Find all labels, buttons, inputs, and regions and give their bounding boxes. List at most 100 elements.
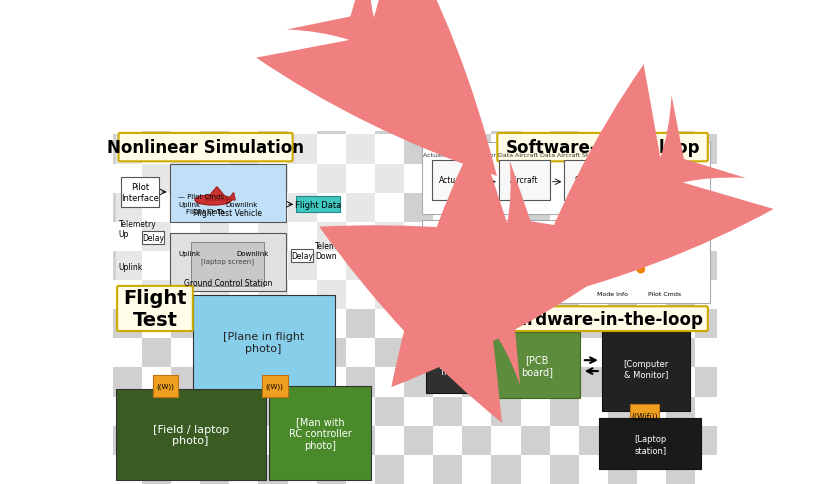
FancyBboxPatch shape bbox=[121, 177, 159, 208]
Bar bbox=[608, 339, 637, 368]
Bar bbox=[462, 339, 491, 368]
Text: Downlink: Downlink bbox=[237, 250, 269, 256]
Bar bbox=[520, 251, 549, 280]
Bar bbox=[549, 426, 579, 455]
Bar bbox=[579, 280, 608, 310]
Bar bbox=[142, 339, 171, 368]
Bar bbox=[258, 368, 287, 397]
FancyBboxPatch shape bbox=[493, 333, 580, 398]
Bar bbox=[317, 368, 346, 397]
Bar bbox=[433, 455, 462, 484]
Bar bbox=[287, 164, 317, 193]
Bar bbox=[696, 222, 725, 251]
Bar bbox=[346, 251, 375, 280]
Bar bbox=[404, 164, 433, 193]
Bar bbox=[200, 193, 229, 222]
Bar bbox=[317, 339, 346, 368]
Bar bbox=[462, 222, 491, 251]
Bar bbox=[200, 222, 229, 251]
Bar bbox=[375, 280, 404, 310]
Bar bbox=[229, 222, 258, 251]
Bar bbox=[491, 251, 520, 280]
Text: [Man with
RC controller
photo]: [Man with RC controller photo] bbox=[289, 417, 352, 450]
Bar bbox=[462, 280, 491, 310]
Bar bbox=[229, 310, 258, 339]
Bar bbox=[608, 106, 637, 135]
Bar bbox=[579, 193, 608, 222]
Text: Mode Info: Mode Info bbox=[597, 291, 628, 296]
Bar bbox=[113, 310, 142, 339]
Bar bbox=[520, 310, 549, 339]
Bar bbox=[375, 310, 404, 339]
Bar bbox=[171, 426, 200, 455]
Bar bbox=[287, 397, 317, 426]
Text: Measurements: Measurements bbox=[599, 153, 646, 158]
Bar bbox=[258, 222, 287, 251]
FancyBboxPatch shape bbox=[499, 229, 557, 270]
Bar bbox=[346, 164, 375, 193]
FancyBboxPatch shape bbox=[422, 142, 710, 215]
Text: Actuator Data: Actuator Data bbox=[470, 153, 514, 158]
Bar bbox=[549, 135, 579, 164]
FancyBboxPatch shape bbox=[499, 161, 549, 200]
Bar bbox=[142, 310, 171, 339]
Bar bbox=[142, 426, 171, 455]
Text: Flight
Test: Flight Test bbox=[123, 288, 187, 329]
Bar bbox=[696, 164, 725, 193]
Text: Uplink: Uplink bbox=[178, 250, 200, 256]
Bar bbox=[113, 222, 142, 251]
Bar bbox=[375, 106, 404, 135]
Bar bbox=[404, 222, 433, 251]
Bar bbox=[637, 397, 666, 426]
Bar bbox=[608, 455, 637, 484]
Bar bbox=[200, 397, 229, 426]
Bar bbox=[520, 193, 549, 222]
Text: ((W)): ((W)) bbox=[266, 383, 283, 389]
Bar bbox=[608, 310, 637, 339]
Bar bbox=[549, 368, 579, 397]
Bar bbox=[433, 280, 462, 310]
Bar bbox=[579, 339, 608, 368]
Bar bbox=[579, 135, 608, 164]
Text: [Laptop
station]: [Laptop station] bbox=[634, 434, 666, 454]
FancyBboxPatch shape bbox=[432, 161, 483, 200]
Bar bbox=[113, 426, 142, 455]
Text: Flight Data: Flight Data bbox=[437, 233, 471, 238]
Bar bbox=[200, 135, 229, 164]
Bar bbox=[608, 251, 637, 280]
Bar bbox=[171, 222, 200, 251]
Bar bbox=[317, 426, 346, 455]
Bar bbox=[579, 222, 608, 251]
Bar bbox=[666, 426, 696, 455]
Bar bbox=[346, 397, 375, 426]
Bar bbox=[200, 251, 229, 280]
Text: Uplink: Uplink bbox=[178, 201, 200, 207]
Bar bbox=[317, 455, 346, 484]
Bar bbox=[346, 106, 375, 135]
Text: Pilot Cmds: Pilot Cmds bbox=[648, 291, 681, 296]
Bar bbox=[549, 280, 579, 310]
Bar bbox=[229, 251, 258, 280]
Bar bbox=[171, 280, 200, 310]
Bar bbox=[637, 222, 666, 251]
Text: Sensors: Sensors bbox=[574, 176, 605, 185]
Bar bbox=[666, 251, 696, 280]
Bar bbox=[462, 135, 491, 164]
Bar bbox=[346, 310, 375, 339]
Bar bbox=[637, 135, 666, 164]
Bar bbox=[462, 251, 491, 280]
Bar bbox=[491, 310, 520, 339]
FancyBboxPatch shape bbox=[426, 339, 470, 393]
Bar bbox=[579, 426, 608, 455]
Bar bbox=[666, 193, 696, 222]
Polygon shape bbox=[227, 193, 235, 200]
Bar bbox=[113, 106, 142, 135]
Bar bbox=[171, 106, 200, 135]
FancyBboxPatch shape bbox=[123, 179, 158, 206]
Bar bbox=[696, 251, 725, 280]
Bar bbox=[696, 426, 725, 455]
Bar bbox=[462, 426, 491, 455]
Bar bbox=[549, 164, 579, 193]
Bar bbox=[666, 339, 696, 368]
Bar bbox=[666, 368, 696, 397]
